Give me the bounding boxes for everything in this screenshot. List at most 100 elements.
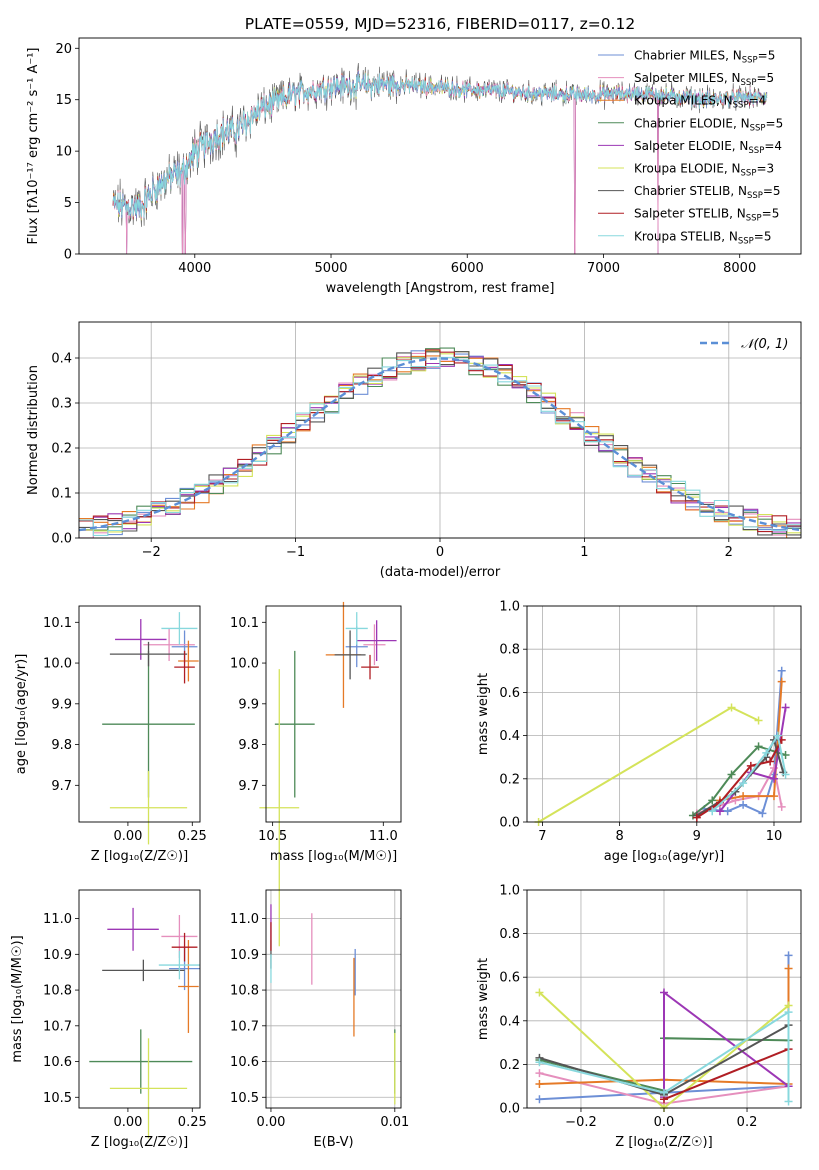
data-point-kroupa-stelib <box>535 1058 544 1067</box>
x-tick-label: 8000 <box>723 261 756 276</box>
axes-frame <box>265 889 402 1109</box>
errorbar-kroupa-stelib <box>345 612 368 645</box>
normal-curve <box>79 357 801 532</box>
y-tick-label: 10.9 <box>43 948 72 963</box>
y-tick-label: 0.1 <box>51 487 72 502</box>
y-tick-label: 10.7 <box>230 1019 259 1034</box>
x-tick-label: 6000 <box>451 261 484 276</box>
data-point-chabrier-miles <box>739 800 748 809</box>
x-tick-label: 0.00 <box>113 1115 142 1130</box>
data-point-kroupa-miles <box>784 964 793 973</box>
x-tick-label: 0.2 <box>737 1115 758 1130</box>
errorbar-kroupa-miles <box>178 940 199 1033</box>
panel-age_vs_mass: 10.5 11.0 9.7 9.8 9.9 10.0 10.1 mass [log₁₀(M/M… <box>230 601 402 947</box>
y-axis-label: mass weight <box>476 958 491 1040</box>
y-tick-label: 9.9 <box>51 697 72 712</box>
x-tick-label: 0.01 <box>380 1115 409 1130</box>
y-axis-label: Normed distribution <box>26 365 41 495</box>
errorbar-chabrier-stelib <box>334 630 366 680</box>
panel-residual_histogram: −2 −1 0 1 2 0.0 0.1 0.2 0.3 0.4 (data-model)/error… <box>26 321 802 580</box>
plot-area-mass_weight_vs_age <box>534 666 790 826</box>
data-point-salpeter-elodie <box>781 703 790 712</box>
x-tick-label: 7 <box>538 829 546 844</box>
y-tick-label: 0 <box>64 248 72 263</box>
y-axis-label: mass weight <box>476 673 491 755</box>
y-tick-label: 0.8 <box>499 927 520 942</box>
plot-area-residual_histogram <box>79 347 801 538</box>
data-point-kroupa-stelib <box>739 779 748 788</box>
legend-label-kroupa-stelib: Kroupa STELIB, NSSP=5 <box>634 229 772 246</box>
legend-label-normal: 𝒩(0, 1) <box>741 337 788 352</box>
data-point-salpeter-stelib <box>692 813 701 822</box>
data-point-kroupa-miles <box>769 792 778 801</box>
y-tick-label: 20 <box>55 42 72 57</box>
x-tick-label: 10 <box>766 829 783 844</box>
y-tick-label: 0.3 <box>51 397 72 412</box>
series-kroupa-stelib <box>708 731 790 816</box>
legend-label-salpeter-elodie: Salpeter ELODIE, NSSP=4 <box>634 139 782 156</box>
data-point-chabrier-miles <box>784 951 793 960</box>
x-tick-label: 2 <box>725 545 733 560</box>
data-point-kroupa-miles <box>739 792 748 801</box>
errorbar-kroupa-elodie <box>109 771 188 845</box>
plot-area-mass_vs_Z <box>89 907 200 1139</box>
x-tick-label: 0.25 <box>178 829 207 844</box>
y-tick-label: 11.0 <box>43 912 72 927</box>
y-tick-label: 0.6 <box>499 971 520 986</box>
errorbar-chabrier-elodie <box>89 1029 193 1094</box>
x-tick-label: 0.25 <box>178 1115 207 1130</box>
errorbar-kroupa-miles <box>178 640 199 682</box>
x-tick-label: −2 <box>142 545 161 560</box>
x-tick-label: 10.5 <box>258 829 287 844</box>
y-tick-label: 10.1 <box>43 616 72 631</box>
data-point-kroupa-stelib <box>660 1088 668 1097</box>
x-tick-label: 0 <box>436 545 444 560</box>
axes-frame <box>526 605 802 823</box>
x-axis-label: E(B-V) <box>313 1135 353 1150</box>
y-tick-label: 9.7 <box>51 779 72 794</box>
data-point-kroupa-miles <box>535 1080 544 1089</box>
data-point-salpeter-miles <box>535 1069 544 1078</box>
data-point-kroupa-elodie <box>535 988 544 997</box>
y-tick-label: 10.0 <box>43 657 72 672</box>
y-tick-label: 9.7 <box>238 779 259 794</box>
y-tick-label: 9.9 <box>238 697 259 712</box>
data-point-chabrier-miles <box>758 809 767 818</box>
data-point-salpeter-miles <box>777 802 786 811</box>
plot-area-age_vs_mass <box>259 601 397 947</box>
y-tick-label: 0.0 <box>499 816 520 831</box>
errorbar-chabrier-stelib <box>109 641 188 667</box>
errorbar-salpeter-stelib <box>361 654 379 680</box>
y-tick-label: 9.8 <box>51 738 72 753</box>
data-point-chabrier-elodie <box>727 770 736 779</box>
x-tick-label: 8 <box>615 829 623 844</box>
errorbar-kroupa-elodie <box>109 1038 188 1139</box>
y-tick-label: 1.0 <box>499 884 520 899</box>
data-point-salpeter-elodie <box>660 988 668 997</box>
x-axis-label: Z [log₁₀(Z/Z☉)] <box>91 849 188 864</box>
y-tick-label: 10.6 <box>43 1055 72 1070</box>
errorbar-salpeter-elodie <box>107 907 159 951</box>
x-axis-label: wavelength [Angstrom, rest frame] <box>326 281 555 296</box>
data-point-kroupa-elodie <box>727 703 736 712</box>
errorbar-chabrier-stelib <box>102 959 185 982</box>
y-tick-label: 0.4 <box>51 352 72 367</box>
histogram-step-salpeter-stelib <box>79 349 801 533</box>
y-tick-label: 0.4 <box>499 1014 520 1029</box>
x-tick-label: 1 <box>580 545 588 560</box>
y-tick-label: 0.8 <box>499 643 520 658</box>
data-point-kroupa-stelib <box>773 731 782 740</box>
y-tick-label: 0.6 <box>499 686 520 701</box>
y-tick-label: 9.8 <box>238 738 259 753</box>
panel-mass_weight_vs_Z: −0.2 0.0 0.2 0.0 0.2 0.4 0.6 0.8 1.0 Z [log₁₀(Z/Z… <box>476 884 802 1150</box>
x-tick-label: 7000 <box>587 261 620 276</box>
y-tick-label: 1.0 <box>499 600 520 615</box>
axes-frame <box>78 321 802 539</box>
x-tick-label: −1 <box>286 545 305 560</box>
plot-area-mass_vs_EBV <box>270 904 396 1105</box>
x-tick-label: 9 <box>693 829 701 844</box>
y-tick-label: 10.9 <box>230 948 259 963</box>
axes-frame <box>78 889 201 1109</box>
data-point-salpeter-stelib <box>766 757 775 766</box>
errorbar-kroupa-stelib <box>158 950 200 980</box>
